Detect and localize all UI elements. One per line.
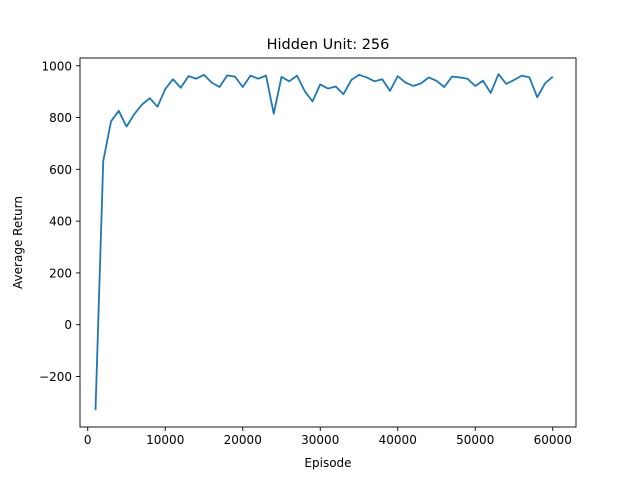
x-tick-label: 50000 (456, 433, 494, 447)
x-tick-label: 10000 (146, 433, 184, 447)
y-tick-label: −200 (39, 370, 72, 384)
y-axis-label: Average Return (11, 196, 25, 289)
y-tick-label: 200 (49, 266, 72, 280)
x-tick-label: 20000 (224, 433, 262, 447)
y-tick-label: 800 (49, 111, 72, 125)
y-tick-label: 1000 (41, 59, 72, 73)
y-tick-label: 0 (64, 318, 72, 332)
x-tick-label: 0 (84, 433, 92, 447)
plot-frame (79, 57, 577, 428)
y-tick-label: 400 (49, 215, 72, 229)
x-tick-label: 40000 (379, 433, 417, 447)
x-axis-ticks: 0 10000 20000 30000 40000 50000 60000 (84, 427, 572, 447)
y-tick-label: 600 (49, 163, 72, 177)
chart-title: Hidden Unit: 256 (267, 37, 390, 53)
x-axis-label: Episode (304, 456, 351, 470)
x-tick-label: 30000 (301, 433, 339, 447)
y-axis-ticks: −200 0 200 400 600 800 1000 (39, 59, 80, 384)
series-line (94, 73, 554, 411)
x-tick-label: 60000 (534, 433, 572, 447)
